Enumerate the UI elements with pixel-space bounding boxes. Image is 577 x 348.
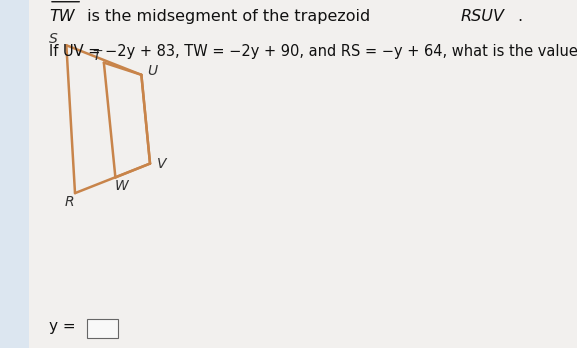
Text: T: T — [93, 49, 101, 63]
Text: RSUV: RSUV — [460, 9, 505, 24]
Text: S: S — [49, 32, 58, 46]
Text: V: V — [157, 157, 166, 171]
Text: is the midsegment of the trapezoid: is the midsegment of the trapezoid — [82, 9, 376, 24]
FancyBboxPatch shape — [29, 0, 577, 348]
FancyBboxPatch shape — [87, 319, 118, 338]
Text: R: R — [65, 195, 74, 209]
Text: y =: y = — [49, 319, 76, 334]
Text: .: . — [518, 9, 523, 24]
Text: W: W — [114, 179, 128, 193]
Text: TW: TW — [49, 9, 74, 24]
Text: U: U — [147, 64, 157, 78]
Text: If UV = −2y + 83, TW = −2y + 90, and RS = −y + 64, what is the value of y?: If UV = −2y + 83, TW = −2y + 90, and RS … — [49, 44, 577, 59]
